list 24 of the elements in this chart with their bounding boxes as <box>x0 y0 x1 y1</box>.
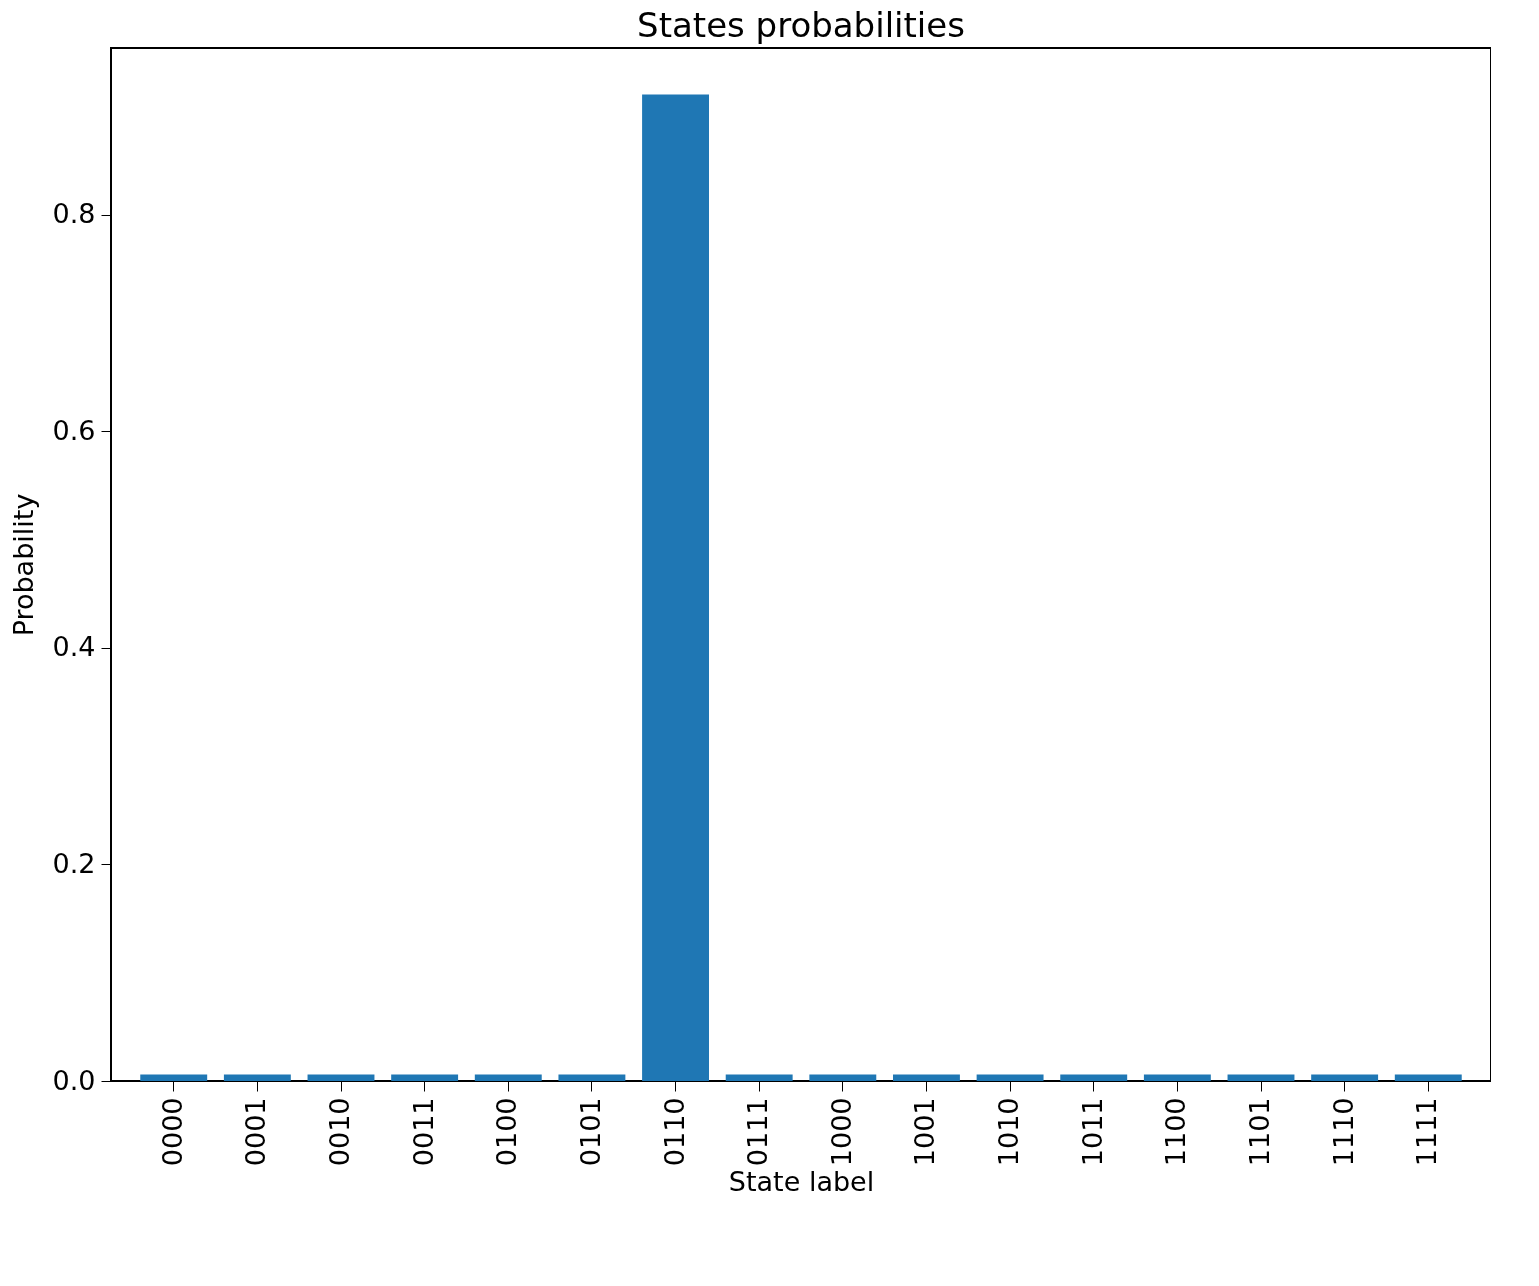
x-tick-label: 0101 <box>574 1097 606 1167</box>
x-tick-label: 1001 <box>909 1097 941 1167</box>
y-tick-label: 0.6 <box>52 414 96 446</box>
y-tick-label: 0.2 <box>52 847 96 879</box>
x-tick-label: 0110 <box>658 1097 690 1167</box>
y-tick-label: 0.8 <box>52 198 96 230</box>
x-tick-label: 0000 <box>156 1097 188 1167</box>
x-tick-label: 1000 <box>825 1097 857 1167</box>
x-tick-label: 0111 <box>742 1097 774 1167</box>
x-tick-label: 1011 <box>1076 1097 1108 1167</box>
y-tick-label: 0.4 <box>52 631 96 663</box>
x-tick-label: 0100 <box>491 1097 523 1167</box>
x-tick-label: 1111 <box>1411 1097 1443 1167</box>
x-tick-label: 0010 <box>324 1097 355 1167</box>
x-tick-label: 1100 <box>1160 1097 1192 1167</box>
chart-title: States probabilities <box>637 5 965 45</box>
y-tick-label: 0.0 <box>52 1064 96 1096</box>
x-tick-label: 1010 <box>993 1097 1025 1167</box>
y-axis-title: Probability <box>7 493 39 637</box>
x-axis-title: State label <box>728 1166 875 1198</box>
x-tick-label: 0001 <box>240 1097 272 1167</box>
x-tick-label: 1101 <box>1244 1097 1275 1167</box>
x-tick-label: 1110 <box>1327 1097 1359 1167</box>
x-tick-label: 0011 <box>407 1097 439 1167</box>
